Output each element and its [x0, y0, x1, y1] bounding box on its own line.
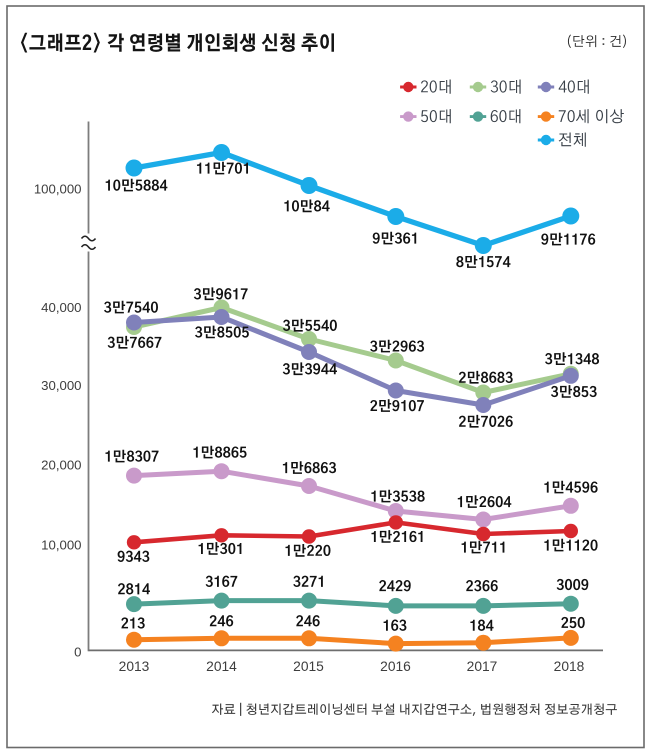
svg-text:2018: 2018	[554, 659, 585, 674]
svg-text:40,000: 40,000	[41, 300, 81, 315]
svg-text:2015: 2015	[293, 659, 324, 674]
svg-text:10,000: 10,000	[41, 538, 81, 553]
svg-text:2016: 2016	[380, 659, 411, 674]
svg-text:2017: 2017	[467, 659, 498, 674]
svg-text:0: 0	[74, 644, 81, 659]
svg-text:2014: 2014	[206, 659, 237, 674]
svg-text:30,000: 30,000	[41, 378, 81, 393]
svg-text:100,000: 100,000	[34, 181, 82, 196]
svg-text:20,000: 20,000	[41, 458, 81, 473]
svg-text:2013: 2013	[119, 659, 150, 674]
